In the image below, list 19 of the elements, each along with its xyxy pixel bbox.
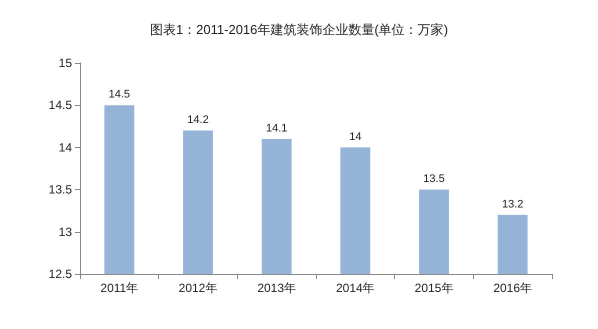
- y-tick-label: 15: [58, 56, 72, 70]
- y-tick-label: 13: [58, 224, 72, 239]
- y-tick-label: 13.5: [48, 182, 72, 197]
- y-tick-label: 12.5: [48, 267, 72, 281]
- data-label: 13.5: [423, 173, 445, 186]
- data-label: 14: [349, 130, 362, 143]
- x-tick-label: 2012年: [178, 281, 218, 295]
- y-tick-label: 14: [58, 140, 72, 154]
- x-tick-label: 2015年: [414, 281, 454, 295]
- data-label: 14.1: [266, 122, 288, 134]
- chart-title: 图表1：2011-2016年建筑装饰企业数量(单位：万家): [150, 22, 448, 37]
- y-tick-label: 14.5: [48, 98, 72, 112]
- x-tick-label: 2014年: [336, 281, 375, 295]
- x-tick-label: 2013年: [257, 281, 296, 295]
- data-label: 14.5: [108, 88, 130, 101]
- data-label: 14.2: [187, 114, 209, 126]
- data-label: 13.2: [502, 198, 524, 210]
- x-tick-label: 2011年: [100, 281, 138, 295]
- x-tick-label: 2016年: [493, 281, 532, 295]
